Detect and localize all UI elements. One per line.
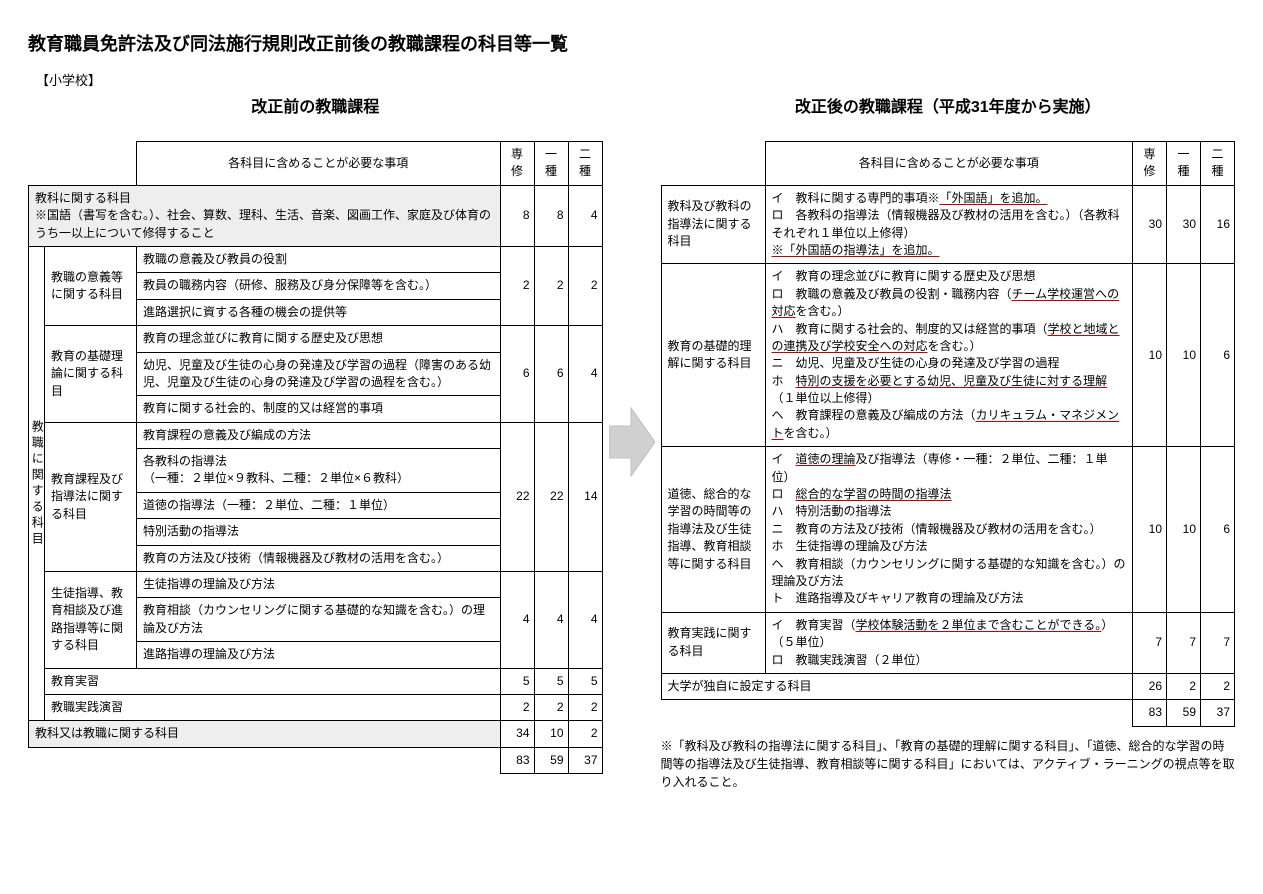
category-label: 教育課程及び指導法に関する科目 (45, 422, 137, 571)
credit-col-header: 一種 (534, 142, 568, 186)
item-cell: 教育相談（カウンセリングに関する基礎的な知識を含む。）の理論及び方法 (137, 598, 501, 642)
item-cell: 道徳の指導法（一種：２単位、二種：１単位） (137, 492, 501, 518)
after-title: 改正後の教職課程（平成31年度から実施） (661, 93, 1236, 117)
category-label: 教科及び教科の指導法に関する科目 (661, 185, 765, 264)
total-cell: 59 (534, 747, 568, 773)
footnote: ※「教科及び教科の指導法に関する科目」、「教育の基礎的理解に関する科目」、「道徳… (661, 737, 1236, 791)
item-cell: 教育の方法及び技術（情報機器及び教材の活用を含む。） (137, 545, 501, 571)
before-title: 改正前の教職課程 (28, 93, 603, 117)
category-label: 道徳、総合的な学習の時間等の指導法及び生徒指導、教育相談等に関する科目 (661, 447, 765, 613)
before-table: 各科目に含めることが必要な事項専修一種二種教科に関する科目※国語（書写を含む。）… (28, 141, 603, 774)
item-cell: 教職の意義及び教員の役割 (137, 246, 501, 272)
total-cell: 83 (500, 747, 534, 773)
required-items-header: 各科目に含めることが必要な事項 (137, 142, 501, 186)
after-column: 改正後の教職課程（平成31年度から実施） 各科目に含めることが必要な事項専修一種… (661, 93, 1236, 791)
item-cell: 生徒指導の理論及び方法 (137, 572, 501, 598)
credit-col-header: 専修 (500, 142, 534, 186)
category-label: 生徒指導、教育相談及び進路指導等に関する科目 (45, 572, 137, 669)
credit-col-header: 二種 (1201, 142, 1235, 186)
item-cell: 進路指導の理論及び方法 (137, 642, 501, 668)
total-cell: 37 (1201, 700, 1235, 726)
subject-related-row: 教科に関する科目※国語（書写を含む。）、社会、算数、理科、生活、音楽、図画工作、… (29, 185, 501, 246)
credit-col-header: 一種 (1167, 142, 1201, 186)
item-cell: 特別活動の指導法 (137, 519, 501, 545)
item-cell: イ 教育の理念並びに教育に関する歴史及び思想ロ 教職の意義及び教員の役割・職務内… (765, 264, 1133, 447)
total-cell: 83 (1133, 700, 1167, 726)
arrow-icon (609, 402, 655, 482)
before-column: 改正前の教職課程 各科目に含めることが必要な事項専修一種二種教科に関する科目※国… (28, 93, 603, 774)
credit-col-header: 二種 (568, 142, 602, 186)
total-cell: 59 (1167, 700, 1201, 726)
item-cell: 教育課程の意義及び編成の方法 (137, 422, 501, 448)
category-label: 教育の基礎的理解に関する科目 (661, 264, 765, 447)
category-label: 教育実践に関する科目 (661, 612, 765, 673)
simple-row-label: 教職実践演習 (45, 694, 501, 720)
credit-col-header: 専修 (1133, 142, 1167, 186)
item-cell: 教育の理念並びに教育に関する歴史及び思想 (137, 326, 501, 352)
category-label: 教育の基礎理論に関する科目 (45, 326, 137, 423)
item-cell: 進路選択に資する各種の機会の提供等 (137, 299, 501, 325)
simple-row-label: 教育実習 (45, 668, 501, 694)
item-cell: イ 教育実習（学校体験活動を２単位まで含むことができる。）（５単位）ロ 教職実践… (765, 612, 1133, 673)
item-cell: 各教科の指導法（一種：２単位×９教科、二種：２単位×６教科） (137, 449, 501, 493)
school-type-label: 【小学校】 (36, 70, 1235, 89)
item-cell: イ 道徳の理論及び指導法（専修・一種：２単位、二種：１単位）ロ 総合的な学習の時… (765, 447, 1133, 613)
after-table: 各科目に含めることが必要な事項専修一種二種教科及び教科の指導法に関する科目イ 教… (661, 141, 1236, 727)
teaching-profession-label: 教職に関する科目 (29, 246, 45, 720)
page-title: 教育職員免許法及び同法施行規則改正前後の教職課程の科目等一覧 (28, 30, 1235, 56)
required-items-header: 各科目に含めることが必要な事項 (765, 142, 1133, 186)
subject-or-teaching-row: 教科又は教職に関する科目 (29, 721, 501, 747)
item-cell: イ 教科に関する専門的事項※「外国語」を追加。ロ 各教科の指導法（情報機器及び教… (765, 185, 1133, 264)
total-cell: 37 (568, 747, 602, 773)
item-cell: 幼児、児童及び生徒の心身の発達及び学習の過程（障害のある幼児、児童及び生徒の心身… (137, 352, 501, 396)
item-cell: 教員の職務内容（研修、服務及び身分保障等を含む。） (137, 273, 501, 299)
category-label: 教職の意義等に関する科目 (45, 246, 137, 325)
university-row: 大学が独自に設定する科目 (661, 673, 1133, 699)
item-cell: 教育に関する社会的、制度的又は経営的事項 (137, 396, 501, 422)
